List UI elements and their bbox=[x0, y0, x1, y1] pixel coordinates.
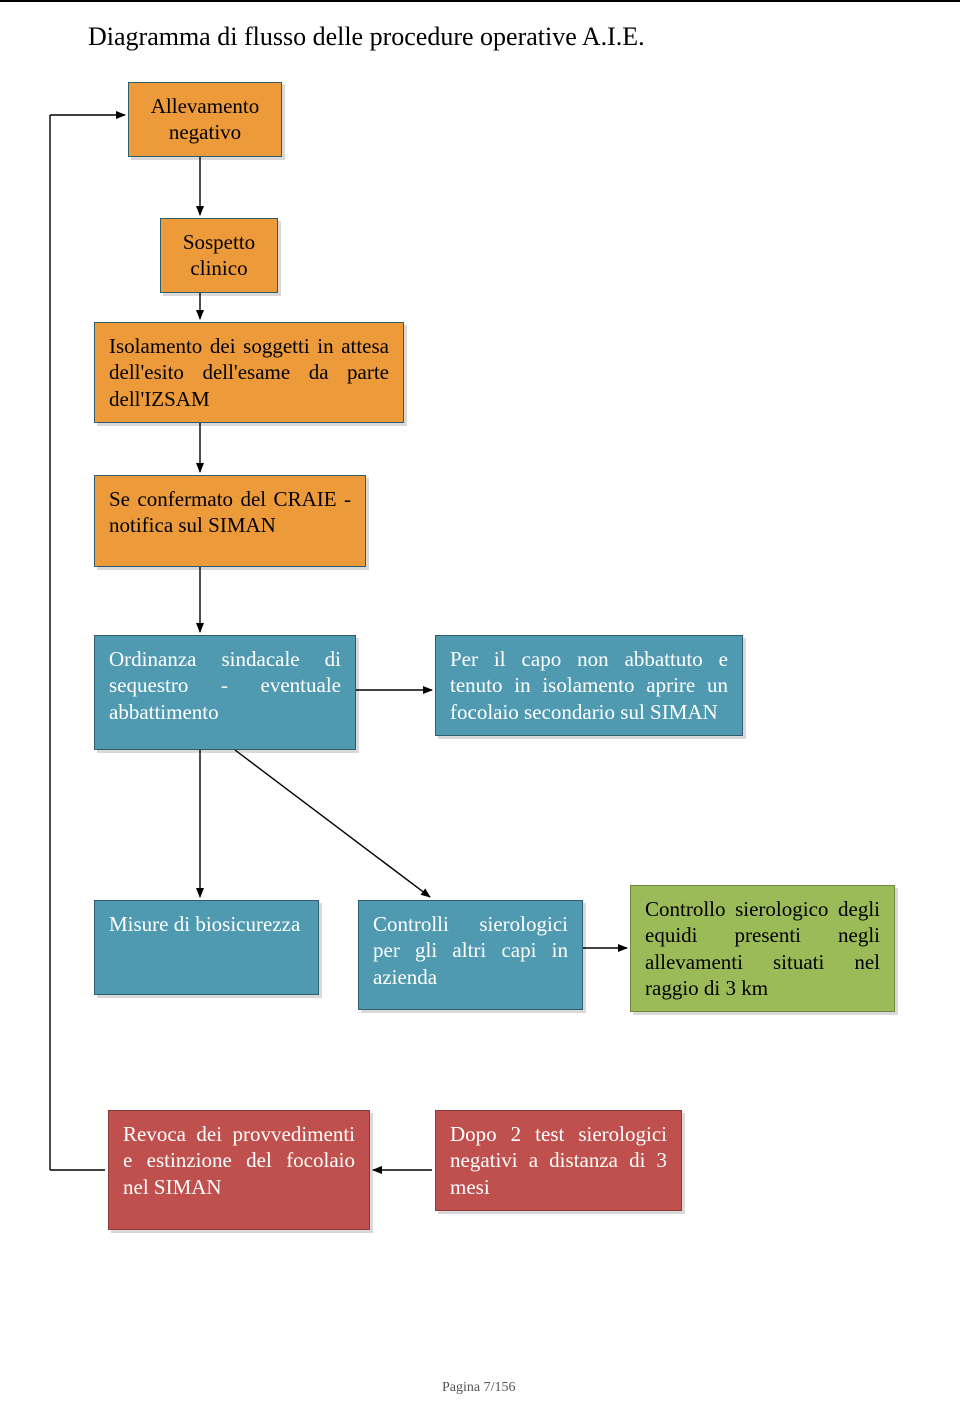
flow-node-n9: Controllo sierologico degli equidi prese… bbox=[630, 885, 895, 1012]
flow-node-n11: Dopo 2 test sierologici negativi a dista… bbox=[435, 1110, 682, 1211]
flow-node-n7: Misure di biosicurezza bbox=[94, 900, 319, 995]
flow-node-n4: Se confermato del CRAIE - notifica sul S… bbox=[94, 475, 366, 567]
page-footer: Pagina 7/156 bbox=[442, 1380, 516, 1396]
flow-node-n2: Sospetto clinico bbox=[160, 218, 278, 293]
flow-node-n6: Per il capo non abbattuto e tenuto in is… bbox=[435, 635, 743, 736]
flow-node-n3: Isolamento dei soggetti in attesa dell'e… bbox=[94, 322, 404, 423]
flow-node-n1: Allevamento negativo bbox=[128, 82, 282, 157]
page-title: Diagramma di flusso delle procedure oper… bbox=[88, 22, 645, 52]
edge bbox=[235, 750, 430, 897]
flow-node-n8: Controlli sierologici per gli altri capi… bbox=[358, 900, 583, 1010]
flow-node-n5: Ordinanza sindacale di sequestro - event… bbox=[94, 635, 356, 750]
flowchart-canvas: Diagramma di flusso delle procedure oper… bbox=[0, 0, 960, 1407]
top-rule bbox=[0, 0, 960, 2]
flow-node-n10: Revoca dei provvedimenti e estinzione de… bbox=[108, 1110, 370, 1230]
